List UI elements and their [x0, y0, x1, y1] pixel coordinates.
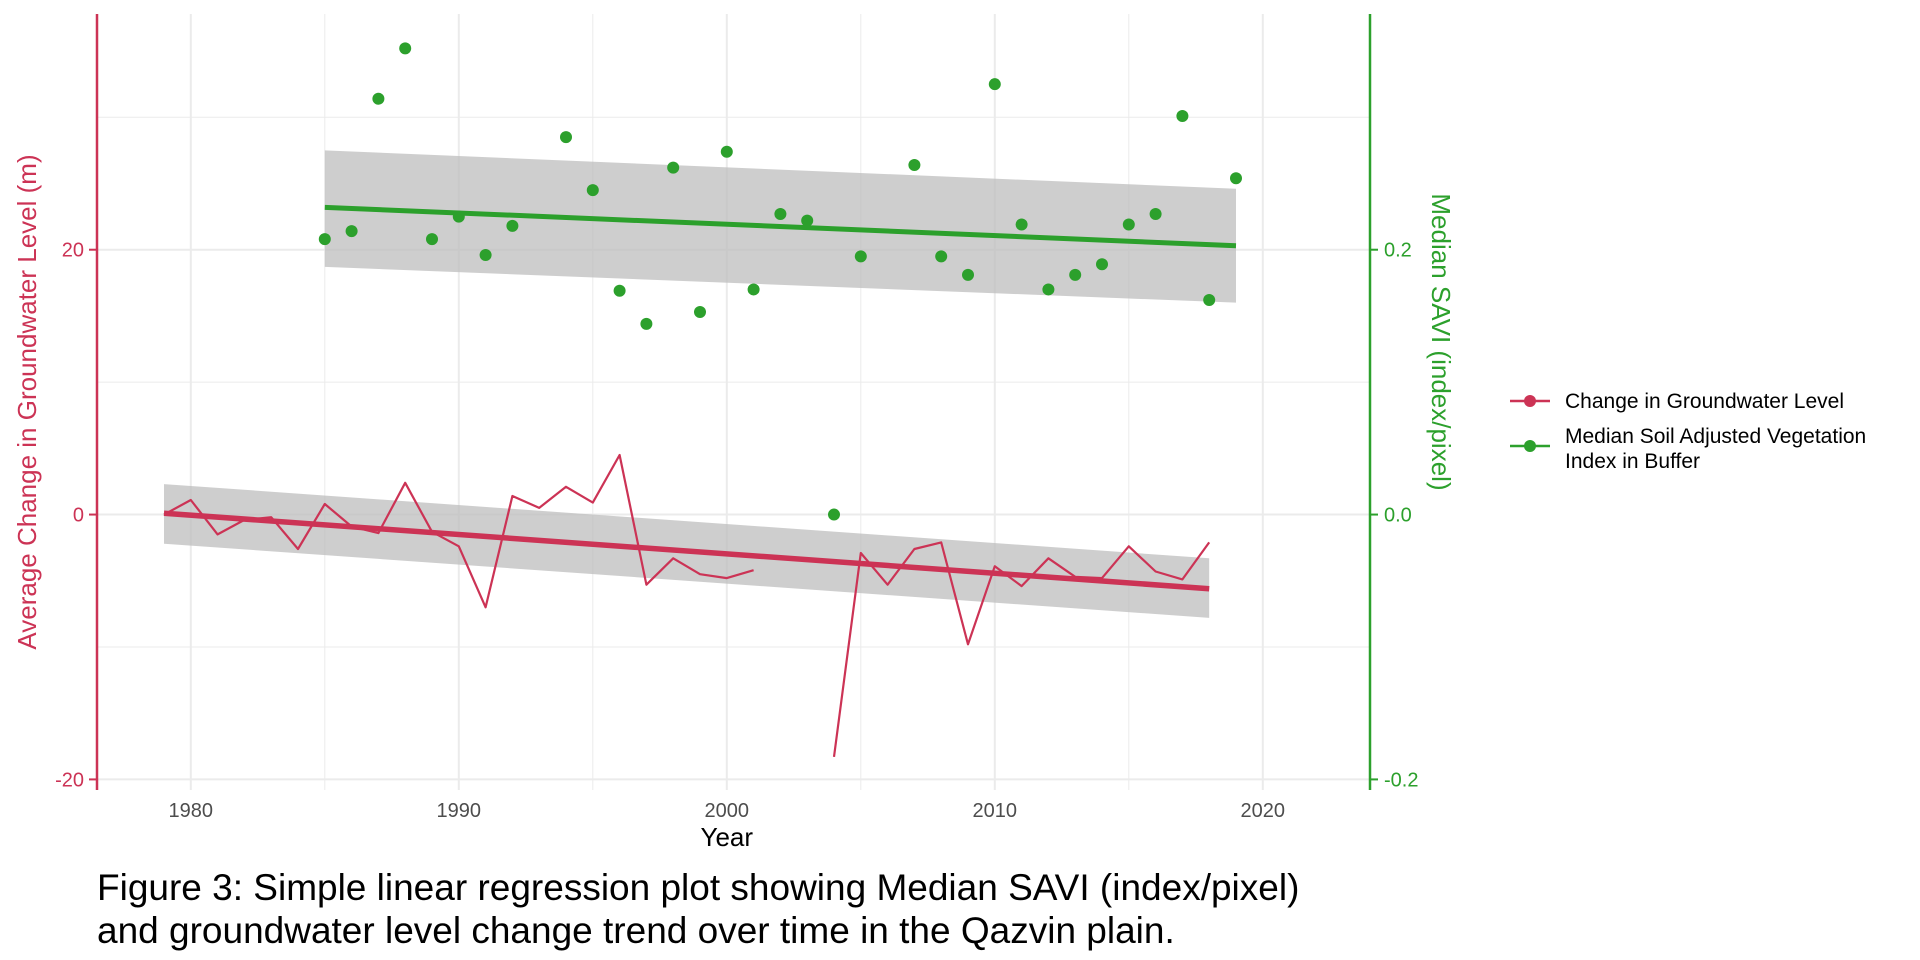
right-y-tick-label: 0.2 — [1384, 240, 1412, 262]
savi-point — [318, 233, 331, 246]
savi-point — [694, 305, 706, 318]
savi-point — [1176, 109, 1189, 122]
right-y-tick-label: -0.2 — [1384, 769, 1418, 791]
savi-point — [1122, 218, 1135, 231]
legend: Change in Groundwater Level Median Soil A… — [1510, 390, 1866, 473]
data-series — [163, 42, 1242, 758]
savi-point — [1042, 283, 1055, 296]
savi-point — [560, 131, 572, 144]
savi-point — [854, 250, 867, 263]
grid-lines — [97, 14, 1370, 790]
x-tick-label: 1990 — [437, 800, 482, 822]
savi-point — [1096, 258, 1108, 271]
savi-point — [774, 207, 787, 220]
left-y-tick-label: -20 — [55, 769, 84, 791]
x-tick-label: 2010 — [973, 800, 1018, 822]
x-tick-label: 2020 — [1241, 800, 1286, 822]
savi-point — [586, 184, 599, 197]
legend-key-savi-dot — [1524, 440, 1536, 452]
groundwater-trend-line — [163, 510, 1210, 592]
savi-point — [345, 225, 358, 238]
x-axis-title: Year — [701, 822, 754, 852]
x-tick-label: 2000 — [705, 800, 750, 822]
savi-point — [372, 92, 385, 105]
savi-point — [801, 214, 814, 227]
savi-point — [962, 268, 974, 281]
right-y-axis-title: Median SAVI (index/pixel) — [1426, 193, 1456, 490]
savi-point — [1015, 218, 1028, 231]
right-y-tick-label: 0.0 — [1384, 505, 1412, 527]
savi-point — [426, 233, 438, 246]
regression-chart: -20 0 20 Average Change in Groundwater Leve… — [12, 14, 1866, 852]
left-y-tick-label: 20 — [62, 240, 84, 262]
savi-point — [479, 249, 492, 262]
legend-key-groundwater-dot — [1524, 395, 1536, 407]
savi-point — [828, 508, 840, 521]
savi-point — [935, 250, 948, 263]
legend-label-savi: Median Soil Adjusted Vegetation Index in … — [1565, 425, 1866, 473]
left-y-tick-label: 0 — [73, 505, 84, 527]
savi-point — [747, 283, 760, 296]
savi-point — [399, 42, 412, 55]
savi-point — [988, 78, 1001, 91]
caption-line-2: and groundwater level change trend over … — [97, 910, 1175, 951]
savi-point — [1203, 294, 1216, 307]
legend-label-groundwater: Change in Groundwater Level — [1565, 390, 1844, 413]
savi-point — [908, 158, 921, 171]
savi-point — [640, 317, 653, 330]
axes: -20 0 20 Average Change in Groundwater Leve… — [12, 14, 1456, 852]
figure-caption: Figure 3: Simple linear regression plot … — [97, 866, 1597, 952]
savi-point — [613, 284, 626, 297]
savi-point — [720, 145, 733, 158]
savi-point — [1230, 172, 1242, 185]
left-y-axis-title: Average Change in Groundwater Level (m) — [12, 154, 42, 649]
caption-line-1: Figure 3: Simple linear regression plot … — [97, 867, 1300, 908]
savi-point — [667, 161, 680, 174]
savi-point — [1149, 207, 1162, 220]
savi-point — [1069, 268, 1082, 281]
x-tick-label: 1980 — [169, 800, 214, 822]
savi-point — [506, 219, 519, 232]
savi-trend-line — [324, 204, 1237, 249]
